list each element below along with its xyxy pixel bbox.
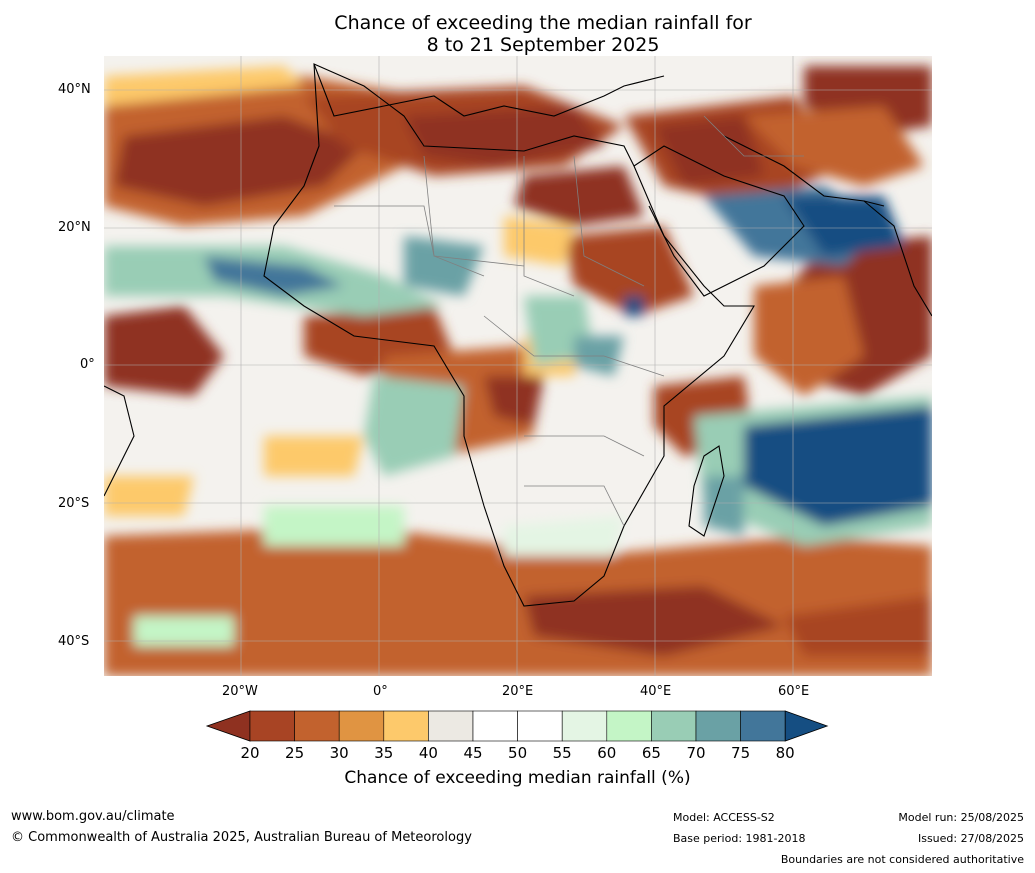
colorbar-swatch — [338, 710, 385, 742]
colorbar-tick-label: 70 — [686, 744, 706, 762]
lat-label-40s: 40°S — [58, 634, 90, 649]
lon-label-20w: 20°W — [222, 684, 258, 699]
website-link[interactable]: www.bom.gov.au/climate — [11, 809, 175, 824]
rainfall-map — [104, 56, 932, 676]
colorbar-tick-label: 50 — [508, 744, 528, 762]
colorbar-swatch — [383, 710, 429, 742]
colorbar-tick-label: 20 — [240, 744, 260, 762]
probability-field — [104, 66, 932, 676]
colorbar-tick-label: 60 — [597, 744, 617, 762]
colorbar-tick-label: 80 — [775, 744, 795, 762]
model-run-date: Model run: 25/08/2025 — [898, 811, 1024, 824]
colorbar-tick-label: 40 — [418, 744, 438, 762]
colorbar-swatch — [517, 710, 563, 742]
colorbar-swatch — [249, 710, 295, 742]
colorbar-swatch — [294, 710, 340, 742]
colorbar-swatch — [561, 710, 608, 742]
colorbar-tick-label: 55 — [552, 744, 572, 762]
issued-date: Issued: 27/08/2025 — [917, 832, 1024, 845]
lon-label-60e: 60°E — [778, 684, 810, 699]
colorbar-swatch — [428, 710, 474, 742]
colorbar-swatch — [651, 710, 697, 742]
india-coastline — [863, 200, 932, 317]
lat-label-0: 0° — [80, 357, 95, 372]
lon-label-20e: 20°E — [502, 684, 534, 699]
graticule — [104, 56, 932, 676]
colorbar-label: Chance of exceeding median rainfall (%) — [344, 768, 691, 788]
colorbar-swatch — [606, 710, 652, 742]
europe-coastline — [313, 63, 665, 117]
colorbar-tick-label: 45 — [463, 744, 483, 762]
colorbar-tick-label: 25 — [285, 744, 305, 762]
colorbar-swatch — [472, 710, 518, 742]
colorbar-tick-label: 65 — [641, 744, 661, 762]
model-name: Model: ACCESS-S2 — [673, 811, 775, 824]
copyright-text: © Commonwealth of Australia 2025, Austra… — [11, 830, 472, 845]
lat-label-40n: 40°N — [58, 82, 91, 97]
lat-label-20s: 20°S — [58, 496, 90, 511]
colorbar-swatch — [740, 710, 786, 742]
south-america-coastline — [104, 385, 135, 497]
map-title-line1: Chance of exceeding the median rainfall … — [334, 12, 752, 34]
country-borders — [334, 115, 804, 527]
base-period: Base period: 1981-2018 — [673, 832, 806, 845]
lat-label-20n: 20°N — [58, 220, 91, 235]
colorbar-tick-label: 35 — [374, 744, 394, 762]
colorbar-tick-label: 30 — [329, 744, 349, 762]
madagascar-coastline — [688, 445, 725, 537]
boundaries-note: Boundaries are not considered authoritat… — [780, 853, 1024, 866]
colorbar-extend-low — [205, 710, 251, 742]
colorbar-extend-high — [784, 710, 829, 742]
lon-label-40e: 40°E — [640, 684, 672, 699]
colorbar-tick-label: 75 — [731, 744, 751, 762]
colorbar — [205, 710, 829, 742]
arabia-coastline — [633, 145, 805, 297]
lon-label-0: 0° — [373, 684, 388, 699]
colorbar-swatch — [695, 710, 741, 742]
map-title-line2: 8 to 21 September 2025 — [426, 34, 660, 56]
